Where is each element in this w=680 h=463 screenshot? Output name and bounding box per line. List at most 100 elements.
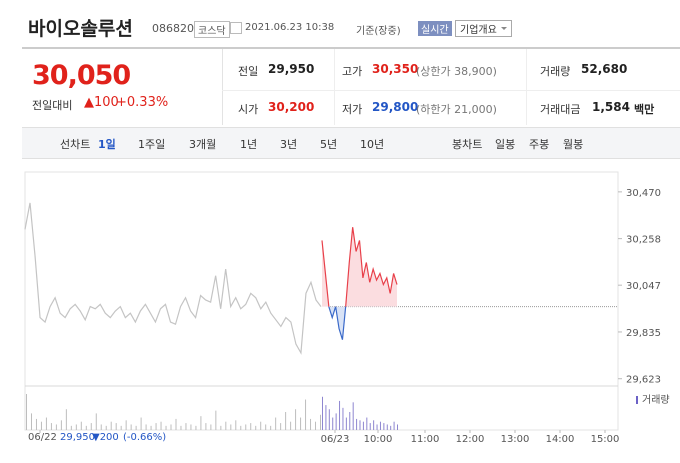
tab-bar xyxy=(22,127,680,159)
volume-bar xyxy=(300,417,302,430)
volume-bar xyxy=(30,413,32,430)
volume-bar xyxy=(80,421,82,430)
volume-bar xyxy=(75,424,77,430)
change-label: 전일대비 xyxy=(32,99,73,112)
volume-bar xyxy=(115,423,117,430)
divider xyxy=(222,49,223,125)
candle-tab[interactable]: 일봉 xyxy=(495,138,516,151)
period-tab[interactable]: 1일 xyxy=(98,138,116,151)
realtime-button[interactable]: 실시간 xyxy=(418,21,452,36)
volume-bar xyxy=(373,420,375,430)
volume-legend: 거래량 xyxy=(642,394,670,406)
volume-bar xyxy=(50,423,52,430)
volume-bar xyxy=(320,414,321,430)
volume-bar xyxy=(160,421,162,430)
stat-value: 30,200 xyxy=(268,100,315,114)
volume-bar xyxy=(285,412,287,430)
volume-bar xyxy=(65,409,67,430)
refresh-icon[interactable] xyxy=(230,22,242,34)
volume-bar xyxy=(305,399,307,430)
dropdown-arrow xyxy=(500,27,507,33)
volume-bar xyxy=(352,402,354,430)
line-chart-tab[interactable]: 선차트 xyxy=(60,138,91,151)
stat-label: 거래량 xyxy=(540,65,571,78)
market-badge: 코스닥 xyxy=(194,21,230,38)
datetime: 2021.06.23 10:38 xyxy=(245,22,335,33)
stat-value: 29,950 xyxy=(268,62,315,76)
today-area-down xyxy=(322,306,397,340)
stat-value: 1,584 xyxy=(592,100,630,114)
change-rate: +0.33% xyxy=(116,95,169,110)
x-label: 12:00 xyxy=(456,434,485,445)
volume-bar xyxy=(220,425,222,430)
volume-bar xyxy=(110,421,112,430)
previous-day-line xyxy=(24,202,322,355)
change: ▲100 xyxy=(84,95,119,110)
volume-bar xyxy=(250,423,252,430)
stock-name: 바이오솔루션 xyxy=(28,18,133,40)
period-tab[interactable]: 3개월 xyxy=(189,138,217,151)
previous-close: 29,950 xyxy=(60,432,95,443)
volume-bar xyxy=(140,417,142,430)
volume-bar xyxy=(225,421,227,430)
x-label: 06/22 xyxy=(28,432,57,443)
candle-tab[interactable]: 주봉 xyxy=(529,138,550,151)
volume-bar xyxy=(95,413,97,430)
volume-bar xyxy=(366,417,368,430)
stat-note: (하한가 21,000) xyxy=(416,103,497,116)
volume-bar xyxy=(310,418,312,430)
volume-bar xyxy=(369,423,371,430)
previous-change: ▼200 xyxy=(92,432,119,443)
period-tab[interactable]: 5년 xyxy=(320,138,338,151)
volume-bar xyxy=(390,425,392,430)
period-tab[interactable]: 1년 xyxy=(240,138,258,151)
period-tab[interactable]: 3년 xyxy=(280,138,298,151)
today-line-up xyxy=(321,227,398,307)
stat-value: 29,800 xyxy=(372,100,419,114)
y-tick-label: 30,047 xyxy=(626,281,661,292)
volume-bar xyxy=(40,421,42,430)
volume-bar xyxy=(170,424,172,430)
period-tab[interactable]: 10년 xyxy=(360,138,385,151)
divider xyxy=(222,90,680,91)
volume-bar xyxy=(125,420,127,430)
divider xyxy=(526,49,527,125)
volume-bar xyxy=(335,413,337,430)
previous-rate: (-0.66%) xyxy=(123,432,167,443)
stat-label: 고가 xyxy=(342,65,363,78)
volume-bar xyxy=(325,405,327,430)
candle-tab[interactable]: 월봉 xyxy=(563,138,584,151)
x-label: 11:00 xyxy=(411,434,440,445)
volume-bar xyxy=(379,421,381,430)
volume-bar xyxy=(359,420,361,430)
company-button[interactable]: 기업개요 xyxy=(455,20,512,37)
volume-bar xyxy=(215,410,217,430)
volume-bar xyxy=(45,417,47,430)
company-button-text: 기업개요 xyxy=(460,25,497,36)
volume-bar xyxy=(195,425,197,430)
volume-bar xyxy=(100,424,102,430)
basis: 기준(장중) xyxy=(356,26,401,37)
volume-bar xyxy=(265,424,267,430)
volume-bar xyxy=(356,418,358,430)
candle-chart-tab[interactable]: 봉차트 xyxy=(452,138,483,151)
y-tick-label: 30,258 xyxy=(626,235,661,246)
divider xyxy=(334,49,335,125)
volume-bar xyxy=(345,417,347,430)
volume-bar xyxy=(386,424,388,430)
y-tick-label: 30,470 xyxy=(626,188,661,199)
volume-bar xyxy=(90,423,92,430)
volume-bar xyxy=(35,418,37,430)
volume-bar xyxy=(339,400,341,430)
period-tab[interactable]: 1주일 xyxy=(138,138,166,151)
volume-bar xyxy=(322,396,323,430)
volume-bar xyxy=(55,424,57,430)
x-label: 15:00 xyxy=(591,434,620,445)
stat-label: 거래대금 xyxy=(540,103,581,116)
volume-bar xyxy=(245,424,247,430)
y-tick-label: 29,835 xyxy=(626,328,661,339)
volume-bar xyxy=(270,425,272,430)
x-label: 06/23 xyxy=(321,434,350,445)
volume-bar xyxy=(205,423,207,430)
